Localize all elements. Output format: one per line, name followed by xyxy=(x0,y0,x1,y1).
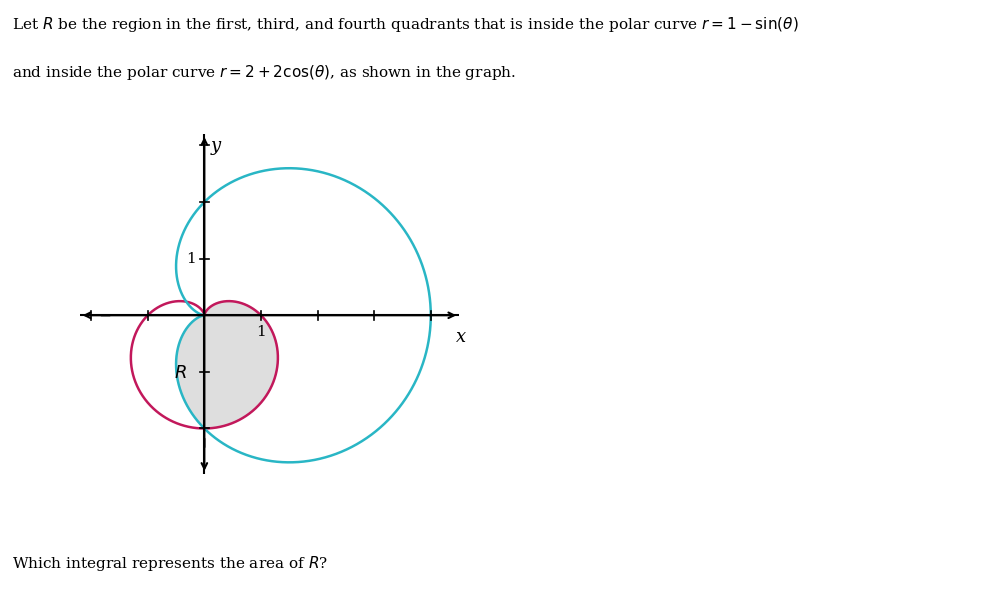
Text: Let $R$ be the region in the first, third, and fourth quadrants that is inside t: Let $R$ be the region in the first, thir… xyxy=(12,15,798,34)
Text: and inside the polar curve $r = 2 + 2\cos(\theta)$, as shown in the graph.: and inside the polar curve $r = 2 + 2\co… xyxy=(12,63,516,82)
Polygon shape xyxy=(176,315,205,429)
Text: 1: 1 xyxy=(256,325,265,340)
Polygon shape xyxy=(205,315,277,429)
Text: y: y xyxy=(212,137,222,155)
Text: 1: 1 xyxy=(186,252,196,266)
Polygon shape xyxy=(205,301,260,315)
Text: x: x xyxy=(456,328,466,346)
Text: $R$: $R$ xyxy=(175,364,187,381)
Text: Which integral represents the area of $R$?: Which integral represents the area of $R… xyxy=(12,554,328,573)
